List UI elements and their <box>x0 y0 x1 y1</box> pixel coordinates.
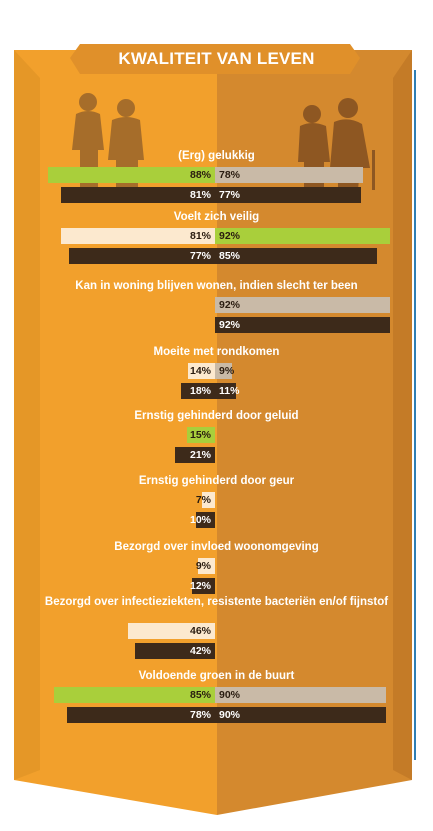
value-label: 78% <box>219 169 241 181</box>
value-label: 85% <box>219 250 241 262</box>
value-label: 9% <box>195 560 211 572</box>
bar-left <box>68 248 215 264</box>
bar-left <box>175 447 215 463</box>
value-label: 15% <box>189 429 211 441</box>
bar-right <box>215 167 364 183</box>
value-label: 11% <box>219 385 240 397</box>
bar-left <box>192 578 215 594</box>
category-label: (Erg) gelukkig <box>178 150 255 162</box>
title-ribbon <box>70 44 360 74</box>
value-label: 12% <box>189 580 211 592</box>
value-label: 21% <box>189 449 211 461</box>
bar-left <box>61 187 215 203</box>
bar-left <box>47 167 215 183</box>
bar-right <box>215 707 386 723</box>
category-label: Bezorgd over invloed woonomgeving <box>114 541 319 553</box>
chart-title: KWALITEIT VAN LEVEN <box>118 49 315 68</box>
value-label: 81% <box>189 230 211 242</box>
value-label: 77% <box>189 250 211 262</box>
right-fold-shade <box>393 50 412 780</box>
category-label: Moeite met rondkomen <box>153 346 280 358</box>
bar-left <box>135 643 215 659</box>
hanger-right <box>210 14 216 40</box>
bar-left <box>196 512 215 528</box>
bar-right <box>215 687 386 703</box>
bar-left <box>61 228 215 244</box>
bar-left <box>180 383 215 399</box>
bar-left <box>127 623 215 639</box>
value-label: 85% <box>189 689 211 701</box>
bar-left <box>201 492 215 508</box>
category-label: Voelt zich veilig <box>173 211 260 223</box>
bar-right <box>215 228 390 244</box>
bar-left <box>186 427 215 443</box>
value-label: 7% <box>195 494 211 506</box>
value-label: 10% <box>189 514 211 526</box>
value-label: 42% <box>189 645 211 657</box>
left-fold-shade <box>14 50 40 780</box>
category-label: Ernstig gehinderd door geur <box>138 475 295 487</box>
value-label: 46% <box>189 625 211 637</box>
category-label: Ernstig gehinderd door geluid <box>134 410 299 422</box>
bar-right <box>215 317 390 333</box>
bar-left <box>197 558 215 574</box>
value-label: 88% <box>189 169 211 181</box>
value-label: 78% <box>189 709 211 721</box>
value-label: 90% <box>219 709 241 721</box>
value-label: 92% <box>219 299 241 311</box>
category-label: Kan in woning blijven wonen, indien slec… <box>75 280 358 292</box>
bar-right <box>215 187 362 203</box>
bar-left <box>53 687 215 703</box>
bar-right <box>215 383 236 399</box>
bar-right <box>215 297 390 313</box>
bar-right <box>215 248 377 264</box>
bar-right <box>215 363 233 379</box>
value-label: 9% <box>219 365 235 377</box>
value-label: 77% <box>219 189 241 201</box>
value-label: 92% <box>219 230 241 242</box>
bar-left <box>66 707 215 723</box>
value-label: 14% <box>189 365 211 377</box>
category-label: Voldoende groen in de buurt <box>138 670 295 682</box>
value-label: 92% <box>219 319 241 331</box>
value-label: 18% <box>189 385 211 397</box>
category-label: Bezorgd over infectieziekten, resistente… <box>44 596 389 608</box>
bar-left <box>188 363 215 379</box>
value-label: 90% <box>219 689 241 701</box>
value-label: 81% <box>189 189 211 201</box>
hanger-left <box>197 14 203 40</box>
